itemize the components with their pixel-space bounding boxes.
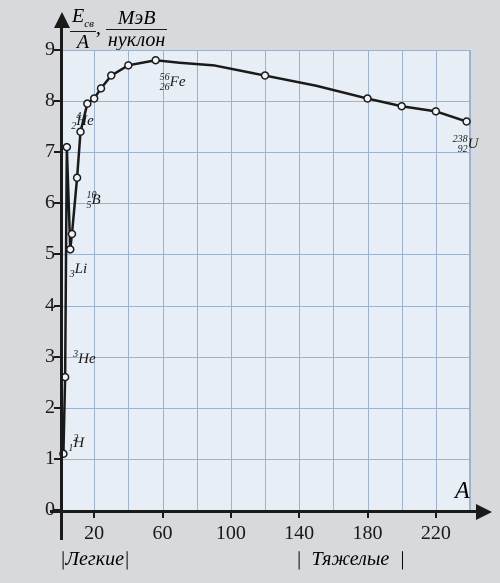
point-label: 3He (73, 352, 96, 367)
data-point (84, 100, 91, 107)
x-axis (50, 510, 480, 513)
y-tick-label: 5 (0, 242, 55, 265)
region-heavy: | Тяжелые | (296, 548, 405, 571)
x-tick-label: 220 (421, 522, 451, 545)
y-axis-title: EсвA, МэВнуклон (70, 6, 167, 53)
y-tick-label: 7 (0, 140, 55, 163)
curve-svg (60, 50, 470, 510)
region-light: |Легкие| (60, 548, 129, 571)
point-label: 3Li (80, 262, 88, 277)
data-point (364, 95, 371, 102)
y-tick-label: 8 (0, 89, 55, 112)
x-tick-label: 140 (284, 522, 314, 545)
data-point (262, 72, 269, 79)
y-tick-label: 1 (0, 447, 55, 470)
x-tick-label: 100 (216, 522, 246, 545)
y-axis-arrow (54, 12, 70, 28)
x-tick-label: 60 (153, 522, 173, 545)
point-label: 5626Fe (160, 75, 186, 90)
data-point (463, 118, 470, 125)
data-point (108, 72, 115, 79)
y-tick-label: 2 (0, 396, 55, 419)
y-tick-label: 6 (0, 191, 55, 214)
x-axis-arrow (476, 504, 492, 520)
data-point (152, 57, 159, 64)
point-label: 21H (73, 436, 84, 451)
data-point (398, 103, 405, 110)
point-label: 105B (87, 193, 101, 208)
x-tick-label: 20 (84, 522, 104, 545)
y-tick-label: 0 (0, 498, 55, 521)
data-point (74, 174, 81, 181)
data-point (68, 231, 75, 238)
y-tick-label: 4 (0, 294, 55, 317)
y-tick-label: 9 (0, 38, 55, 61)
data-point (98, 85, 105, 92)
y-axis (60, 20, 63, 540)
y-tick-label: 3 (0, 345, 55, 368)
point-label: 23892U (453, 137, 479, 152)
x-tick-label: 180 (353, 522, 383, 545)
x-axis-title: A (455, 478, 470, 505)
data-point (67, 246, 74, 253)
data-point (77, 128, 84, 135)
data-point (432, 108, 439, 115)
chart-frame: EсвA, МэВнуклон A 0 1 2 3 4 5 6 7 8 9 20 60 100 140 1… (0, 0, 500, 583)
data-point (125, 62, 132, 69)
data-point (63, 144, 70, 151)
point-label: 42He (76, 114, 94, 129)
data-point (91, 95, 98, 102)
